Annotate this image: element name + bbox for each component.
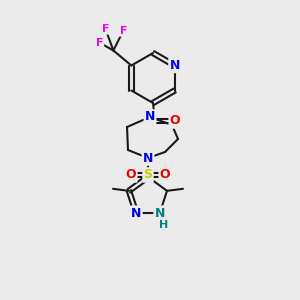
Text: S: S: [143, 169, 152, 182]
Text: F: F: [96, 38, 103, 47]
Text: F: F: [102, 23, 109, 34]
Text: H: H: [159, 220, 168, 230]
Text: F: F: [120, 26, 127, 35]
Text: O: O: [170, 115, 180, 128]
Text: N: N: [145, 110, 155, 124]
Text: O: O: [160, 169, 170, 182]
Text: N: N: [169, 59, 180, 72]
Text: O: O: [126, 169, 136, 182]
Text: N: N: [131, 207, 141, 220]
Text: N: N: [143, 152, 153, 164]
Text: N: N: [154, 207, 165, 220]
